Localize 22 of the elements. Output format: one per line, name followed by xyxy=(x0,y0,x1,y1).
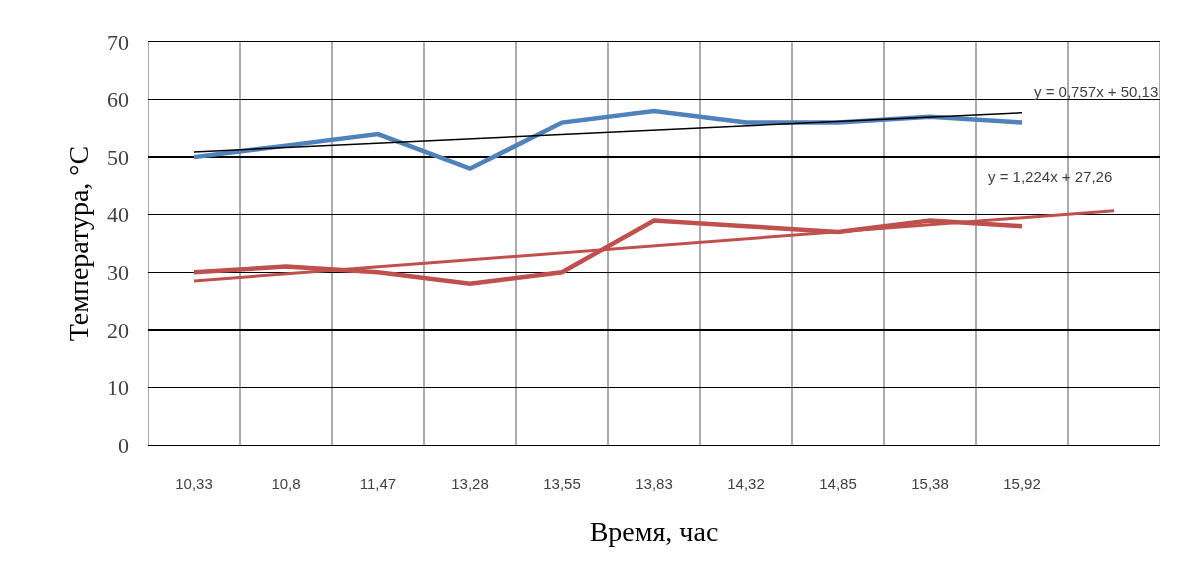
annotation: y = 0,757x + 50,13 xyxy=(1034,83,1159,100)
x-tick-label: 14,85 xyxy=(819,475,857,493)
y-tick-label: 10 xyxy=(107,375,129,401)
y-tick-label: 40 xyxy=(107,202,129,228)
y-tick-label: 70 xyxy=(107,29,129,55)
x-tick-label: 13,55 xyxy=(543,475,581,493)
x-tick-label: 10,8 xyxy=(271,475,301,493)
x-tick-label: 13,28 xyxy=(451,475,489,493)
y-tick-label: 60 xyxy=(107,87,129,113)
x-tick-label: 10,33 xyxy=(175,475,213,493)
y-tick-label: 50 xyxy=(107,144,129,170)
x-tick-label: 14,32 xyxy=(727,475,765,493)
y-axis-title: Температура, °С xyxy=(62,145,94,342)
x-axis-title: Время, час xyxy=(589,516,719,548)
y-tick-label: 30 xyxy=(107,259,129,285)
x-tick-label: 15,38 xyxy=(911,475,949,493)
y-tick-label: 20 xyxy=(107,317,129,343)
x-tick-label: 13,83 xyxy=(635,475,673,493)
annotation: y = 1,224x + 27,26 xyxy=(988,168,1113,185)
x-tick-label: 11,47 xyxy=(359,475,397,493)
y-tick-label: 0 xyxy=(118,432,129,458)
x-tick-label: 15,92 xyxy=(1003,475,1041,493)
